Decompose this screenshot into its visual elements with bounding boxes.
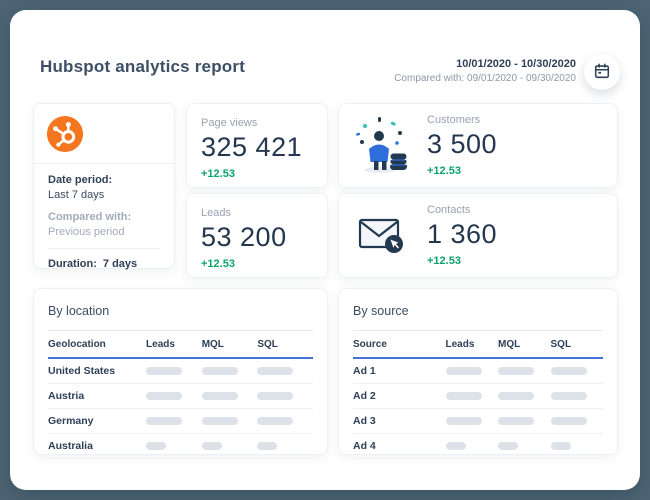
stat-card-customers: Customers 3 500 +12.53 <box>338 103 618 188</box>
stat-delta: +12.53 <box>201 168 235 180</box>
row-label: Ad 4 <box>353 433 446 459</box>
row-label: Ad 1 <box>353 358 446 384</box>
column-header: Leads <box>445 330 498 359</box>
placeholder-pill <box>146 392 183 400</box>
page-title: Hubspot analytics report <box>40 57 246 76</box>
stat-label: Leads <box>201 207 231 219</box>
placeholder-pill <box>498 442 518 450</box>
row-label: Ad 2 <box>353 383 446 409</box>
stat-value: 325 421 <box>201 132 303 162</box>
row-label: Germany <box>48 408 147 434</box>
stat-value: 1 360 <box>427 219 498 249</box>
table-header-row: Source Leads MQL SQL <box>353 330 603 359</box>
table-row: Ad 2 <box>353 383 603 409</box>
stat-delta: +12.53 <box>201 258 235 270</box>
stat-label: Page views <box>201 117 258 129</box>
by-source-table: Source Leads MQL SQL Ad 1 Ad 2 <box>353 330 603 459</box>
stat-card-page-views: Page views 325 421 +12.53 <box>186 103 328 188</box>
envelope-cursor-icon <box>353 214 413 258</box>
table-row: Germany <box>48 408 313 434</box>
placeholder-pill <box>257 392 294 400</box>
table-row: Australia <box>48 433 313 459</box>
placeholder-pill <box>498 367 534 375</box>
row-label: United States <box>48 358 147 384</box>
placeholder-pill <box>257 417 294 425</box>
duration-label: Duration: <box>48 258 97 270</box>
by-location-card: By location Geolocation Leads MQL SQL Un… <box>33 288 328 459</box>
stat-delta: +12.53 <box>427 165 461 177</box>
placeholder-pill <box>201 367 238 375</box>
table-row: Austria <box>48 383 313 409</box>
stat-label: Contacts <box>427 204 471 216</box>
report-window: Hubspot analytics report 10/01/2020 - 10… <box>10 10 640 490</box>
report-info-card: Date period: Last 7 days Compared with: … <box>33 103 175 271</box>
placeholder-pill <box>257 442 278 450</box>
placeholder-pill <box>550 367 587 375</box>
hubspot-logo-icon <box>46 115 162 153</box>
by-source-card: By source Source Leads MQL SQL Ad 1 <box>338 288 618 459</box>
placeholder-pill <box>201 392 238 400</box>
date-period-label: Date period: <box>48 174 113 186</box>
row-label: Austria <box>48 383 147 409</box>
duration-row: Duration: 7 days <box>48 248 160 271</box>
logo-section <box>34 104 174 164</box>
placeholder-pill <box>146 367 183 375</box>
placeholder-pill <box>445 392 482 400</box>
placeholder-pill <box>445 367 482 375</box>
row-label: Australia <box>48 433 147 459</box>
placeholder-pill <box>445 417 482 425</box>
stat-label: Customers <box>427 114 481 126</box>
table-row: United States <box>48 358 313 384</box>
duration-value: 7 days <box>102 258 138 270</box>
date-range-picker[interactable]: 10/01/2020 - 10/30/2020 Compared with: 0… <box>394 58 576 84</box>
row-label: Ad 3 <box>353 408 446 434</box>
table-row: Ad 4 <box>353 433 603 459</box>
stat-delta: +12.53 <box>427 255 461 267</box>
column-header: MQL <box>201 330 258 359</box>
placeholder-pill <box>201 442 222 450</box>
column-header: Geolocation <box>48 330 147 359</box>
placeholder-pill <box>201 417 238 425</box>
column-header: SQL <box>257 330 313 359</box>
table-header-row: Geolocation Leads MQL SQL <box>48 330 313 359</box>
compared-with-value: Compared with: 09/01/2020 - 09/30/2020 <box>394 73 576 84</box>
column-header: Leads <box>146 330 202 359</box>
placeholder-pill <box>146 417 183 425</box>
stat-card-leads: Leads 53 200 +12.53 <box>186 193 328 278</box>
compared-label: Compared with: <box>48 211 132 223</box>
placeholder-pill <box>550 442 571 450</box>
placeholder-pill <box>257 367 294 375</box>
table-row: Ad 1 <box>353 358 603 384</box>
placeholder-pill <box>550 417 587 425</box>
calendar-icon <box>593 62 611 83</box>
stat-value: 3 500 <box>427 129 498 159</box>
by-location-title: By location <box>48 304 110 318</box>
column-header: MQL <box>498 330 551 359</box>
placeholder-pill <box>498 417 534 425</box>
stat-card-contacts: Contacts 1 360 +12.53 <box>338 193 618 278</box>
placeholder-pill <box>550 392 587 400</box>
placeholder-pill <box>146 442 167 450</box>
compared-value: Previous period <box>48 226 125 238</box>
placeholder-pill <box>498 392 534 400</box>
stat-value: 53 200 <box>201 222 287 252</box>
placeholder-pill <box>445 442 466 450</box>
calendar-button[interactable] <box>584 54 620 90</box>
customers-illustration-icon <box>353 115 413 177</box>
column-header: Source <box>353 330 446 359</box>
column-header: SQL <box>550 330 603 359</box>
by-source-title: By source <box>353 304 409 318</box>
date-period-value: Last 7 days <box>48 189 105 201</box>
by-location-table: Geolocation Leads MQL SQL United States <box>48 330 313 459</box>
date-range-value: 10/01/2020 - 10/30/2020 <box>456 58 576 70</box>
table-row: Ad 3 <box>353 408 603 434</box>
